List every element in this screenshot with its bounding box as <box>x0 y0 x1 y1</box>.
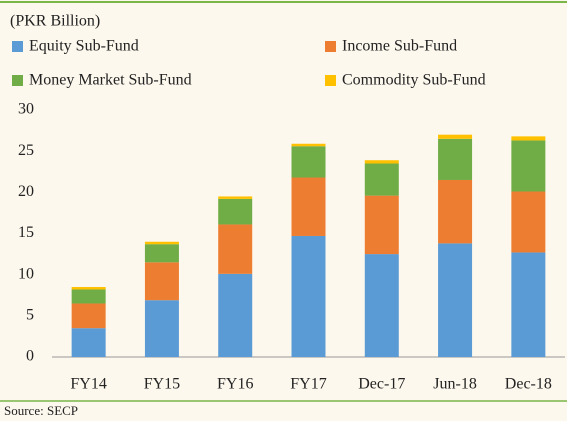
bar-segment <box>71 303 106 329</box>
x-tick-label: Dec-17 <box>358 376 405 393</box>
bar-segment <box>144 244 179 263</box>
bar-segment <box>364 254 399 357</box>
bar-segment <box>511 252 546 357</box>
legend-label: Income Sub-Fund <box>342 38 457 55</box>
bar-segment <box>144 241 179 245</box>
legend-label: Money Market Sub-Fund <box>29 72 192 89</box>
x-tick-label: FY17 <box>290 376 326 393</box>
x-tick-label: FY16 <box>217 376 253 393</box>
y-tick-label: 20 <box>18 183 34 200</box>
bar-segment <box>511 140 546 192</box>
y-tick-label: 0 <box>26 348 34 365</box>
legend-swatch <box>325 41 336 52</box>
legend-label: Commodity Sub-Fund <box>342 72 486 89</box>
bar-segment <box>438 134 473 139</box>
y-tick-label: 25 <box>18 142 34 159</box>
bar-segment <box>71 328 106 357</box>
bar-segment <box>364 160 399 164</box>
bar-segment <box>144 300 179 357</box>
legend-swatch <box>12 41 23 52</box>
y-tick-label: 15 <box>18 224 34 241</box>
bar-segment <box>438 243 473 357</box>
bar-segment <box>218 196 253 199</box>
y-tick-label: 5 <box>26 307 34 324</box>
legend-label: Equity Sub-Fund <box>29 38 139 55</box>
bar-segment <box>71 289 106 304</box>
bar-segment <box>291 177 326 236</box>
bar-segment <box>511 136 546 141</box>
bar-segment <box>218 198 253 225</box>
x-tick-label: FY14 <box>70 376 106 393</box>
x-tick-label: Dec-18 <box>505 376 552 393</box>
x-tick-label: FY15 <box>144 376 180 393</box>
bar-segment <box>438 138 473 180</box>
bar-segment <box>511 191 546 253</box>
bar-segment <box>71 287 106 290</box>
y-tick-label: 10 <box>18 265 34 282</box>
bar-segment <box>291 235 326 357</box>
bar-segment <box>218 273 253 357</box>
legend-swatch <box>325 75 336 86</box>
bar-segment <box>218 224 253 274</box>
x-tick-label: Jun-18 <box>433 376 477 393</box>
bar-segment <box>144 262 179 301</box>
bar-segment <box>291 146 326 178</box>
bar-segment <box>438 179 473 244</box>
bar-segment <box>364 195 399 255</box>
y-axis-label: (PKR Billion) <box>10 13 100 30</box>
legend-swatch <box>12 75 23 86</box>
bar-segment <box>291 143 326 147</box>
y-tick-label: 30 <box>18 101 34 118</box>
bar-segment <box>364 163 399 196</box>
source: Source: SECP <box>4 403 78 418</box>
